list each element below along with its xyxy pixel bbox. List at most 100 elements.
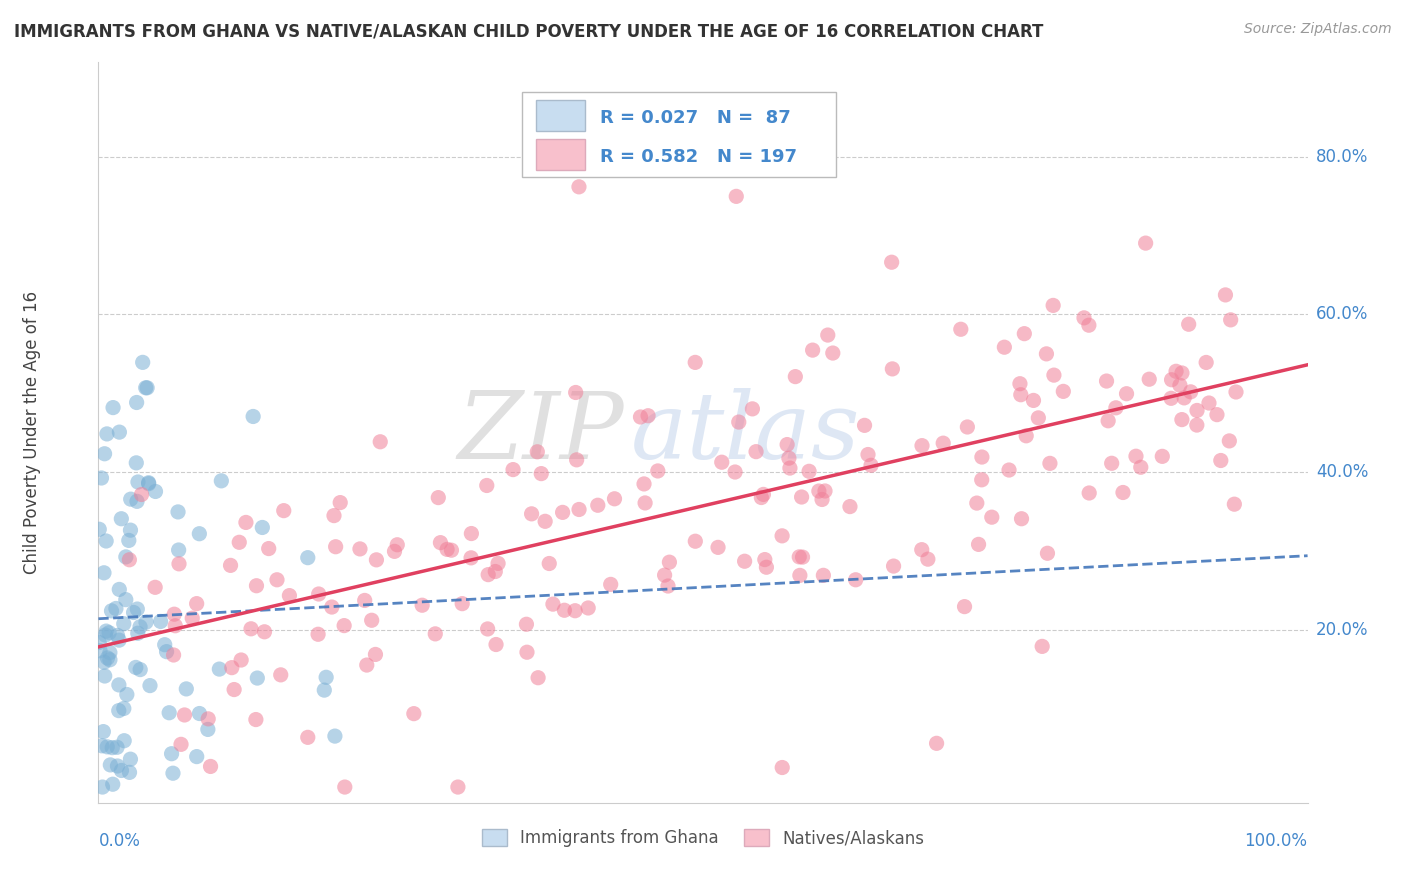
Point bbox=[658, 555, 681, 569]
Point bbox=[224, 682, 246, 697]
Point bbox=[104, 601, 127, 615]
Point bbox=[1195, 355, 1218, 369]
Point bbox=[96, 624, 118, 639]
Point bbox=[167, 557, 190, 571]
Point bbox=[242, 409, 264, 424]
Point bbox=[93, 655, 115, 669]
Point bbox=[112, 616, 135, 631]
Point bbox=[1015, 429, 1038, 443]
Point bbox=[477, 622, 499, 636]
Point bbox=[1115, 386, 1137, 401]
Text: 0.0%: 0.0% bbox=[98, 832, 141, 850]
Point bbox=[93, 669, 115, 683]
Point bbox=[278, 589, 301, 603]
Point bbox=[221, 660, 243, 674]
Point bbox=[821, 346, 844, 360]
Point bbox=[107, 628, 129, 642]
Point bbox=[155, 645, 177, 659]
Point bbox=[745, 444, 768, 458]
Point bbox=[538, 557, 561, 571]
Point bbox=[107, 759, 129, 773]
Point bbox=[526, 444, 548, 458]
Point bbox=[131, 355, 153, 369]
Point bbox=[734, 554, 756, 568]
Point bbox=[138, 476, 160, 491]
Point bbox=[657, 579, 679, 593]
Point bbox=[853, 418, 876, 433]
Point bbox=[654, 568, 676, 582]
Point bbox=[364, 648, 387, 662]
Point bbox=[534, 514, 557, 528]
Point bbox=[789, 568, 811, 582]
Point bbox=[98, 758, 121, 772]
Text: Source: ZipAtlas.com: Source: ZipAtlas.com bbox=[1244, 22, 1392, 37]
Point bbox=[967, 537, 990, 551]
Point bbox=[1042, 298, 1064, 312]
Text: 40.0%: 40.0% bbox=[1316, 463, 1368, 481]
Point bbox=[568, 179, 591, 194]
Point bbox=[1022, 393, 1045, 408]
Point bbox=[257, 541, 280, 556]
Point bbox=[253, 624, 276, 639]
Point bbox=[1185, 403, 1208, 417]
Point bbox=[911, 439, 934, 453]
Point bbox=[325, 540, 347, 554]
Point bbox=[297, 550, 319, 565]
Point bbox=[727, 415, 749, 429]
Point bbox=[245, 713, 267, 727]
Point bbox=[93, 447, 115, 461]
Point bbox=[814, 483, 837, 498]
Point bbox=[235, 516, 257, 530]
FancyBboxPatch shape bbox=[522, 92, 837, 178]
Point bbox=[200, 759, 222, 773]
Point bbox=[270, 668, 292, 682]
Point bbox=[114, 592, 136, 607]
Point bbox=[440, 543, 463, 558]
Point bbox=[366, 553, 388, 567]
Point bbox=[110, 512, 132, 526]
Text: R = 0.582   N = 197: R = 0.582 N = 197 bbox=[600, 148, 797, 166]
Point bbox=[647, 464, 669, 478]
Point bbox=[1152, 450, 1174, 464]
Point bbox=[980, 510, 1002, 524]
Point bbox=[1078, 486, 1101, 500]
Point bbox=[1185, 418, 1208, 433]
Point bbox=[966, 496, 988, 510]
Point bbox=[91, 780, 114, 794]
Text: ZIP: ZIP bbox=[458, 388, 624, 477]
Point bbox=[118, 765, 141, 780]
Point bbox=[785, 369, 807, 384]
Point bbox=[576, 601, 599, 615]
Point bbox=[228, 535, 250, 549]
Point bbox=[297, 731, 319, 745]
Point bbox=[110, 764, 132, 778]
Point bbox=[108, 425, 131, 439]
Point bbox=[1160, 392, 1182, 406]
Point bbox=[1171, 412, 1194, 426]
Point bbox=[96, 739, 118, 754]
Point bbox=[163, 607, 186, 622]
Point bbox=[683, 355, 706, 369]
Text: 100.0%: 100.0% bbox=[1244, 832, 1308, 850]
Point bbox=[599, 577, 621, 591]
Point bbox=[245, 579, 267, 593]
Point bbox=[356, 658, 378, 673]
Point bbox=[115, 688, 138, 702]
Point bbox=[131, 487, 153, 501]
Point bbox=[1125, 449, 1147, 463]
Point bbox=[603, 491, 626, 506]
Point bbox=[160, 747, 183, 761]
Point bbox=[527, 671, 550, 685]
Point bbox=[707, 130, 730, 145]
Point bbox=[1014, 326, 1036, 341]
Point bbox=[520, 507, 543, 521]
Point bbox=[170, 737, 193, 751]
Point bbox=[240, 622, 263, 636]
Text: R = 0.027   N =  87: R = 0.027 N = 87 bbox=[600, 110, 792, 128]
Point bbox=[1223, 497, 1246, 511]
Text: IMMIGRANTS FROM GHANA VS NATIVE/ALASKAN CHILD POVERTY UNDER THE AGE OF 16 CORREL: IMMIGRANTS FROM GHANA VS NATIVE/ALASKAN … bbox=[14, 22, 1043, 40]
Point bbox=[460, 550, 482, 565]
Point bbox=[1225, 384, 1247, 399]
Point bbox=[564, 385, 586, 400]
Point bbox=[252, 520, 274, 534]
